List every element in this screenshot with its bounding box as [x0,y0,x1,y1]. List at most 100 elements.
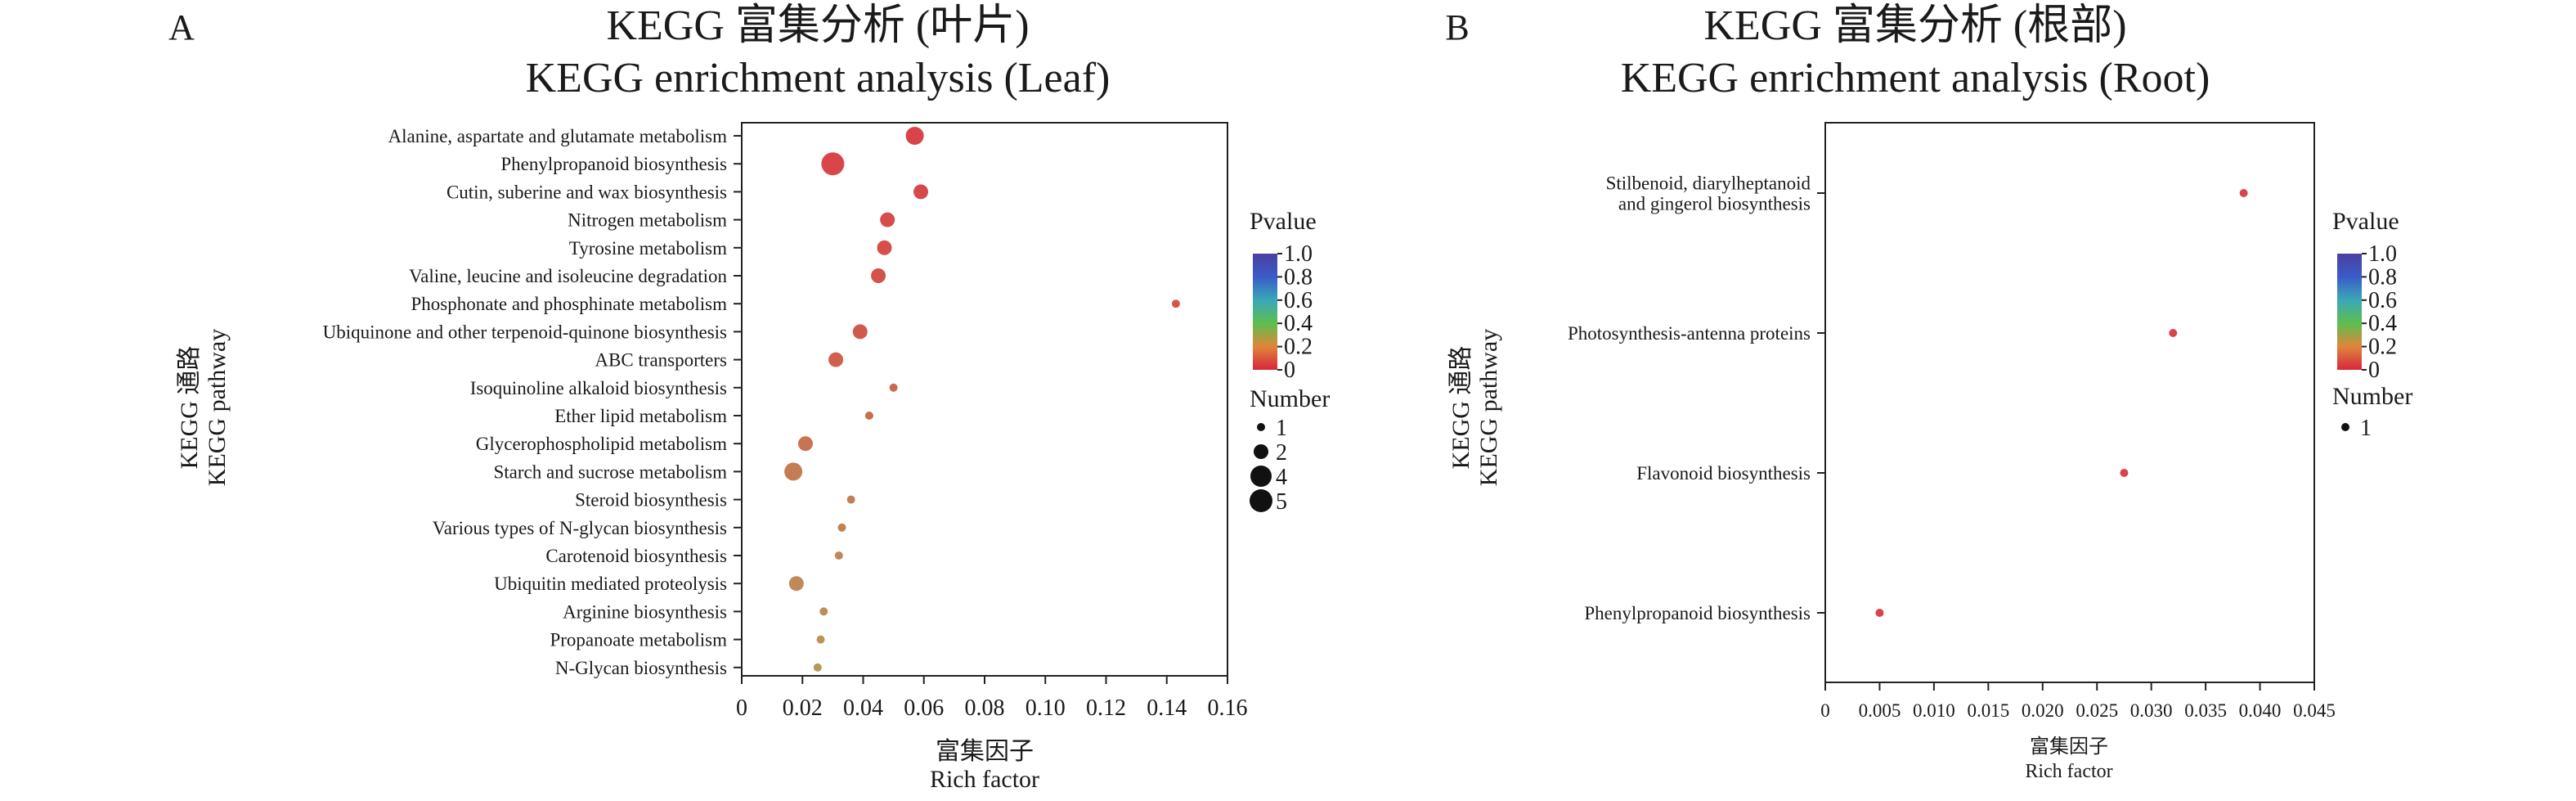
data-point [852,324,868,340]
data-point [905,127,924,145]
y-ticks-b [1817,192,1825,614]
colorbar-tick-label: 1.0 [2368,241,2397,267]
colorbar-tick-label: 0 [2368,358,2380,383]
pvalue-colorbar-ticks: 1.00.80.60.40.20 [1277,241,1313,383]
colorbar-tick-label: 0.2 [2368,335,2397,360]
y-tick-label: Various types of N-glycan biosynthesis [433,518,727,538]
y-tick-label: ABC transporters [595,350,727,371]
x-ticks-a [741,676,1228,684]
data-point [871,268,886,283]
y-tick-label: Tyrosine metabolism [569,238,727,259]
x-tick-label: 0.04 [843,695,883,721]
data-point [784,462,803,481]
x-tick-label: 0.025 [2076,700,2118,721]
panel-letter-a: A [168,7,195,47]
colorbar-tick-label: 0.6 [1284,288,1313,313]
data-point [816,635,825,644]
data-point [877,240,892,255]
data-point [1171,299,1180,308]
x-tick-labels-a: 0 0.02 0.04 0.06 0.08 0.10 0.12 0.14 0.16 [736,695,1248,721]
colorbar-tick-label: 1.0 [1284,241,1313,267]
data-point [828,352,844,367]
colorbar-tick-label: 0.6 [2368,288,2397,313]
data-point [913,184,929,200]
y-tick-label: Phenylpropanoid biosynthesis [1584,603,1811,623]
y-tick-label: Phosphonate and phosphinate metabolism [411,294,728,314]
legend-pvalue-title: Pvalue [2332,208,2399,235]
size-legend-label: 5 [1276,489,1287,515]
x-tick-label: 0 [736,695,747,721]
chart-title-en: KEGG enrichment analysis (Leaf) [526,55,1111,101]
y-axis-label-cn: KEGG 通路 [1447,346,1474,470]
x-tick-label: 0.005 [1859,700,1901,721]
colorbar-tick-label: 0.8 [2368,264,2397,290]
size-legend-dot [1254,444,1268,459]
y-tick-labels-b: Stilbenoid, diarylheptanoid and gingerol … [1568,173,1811,623]
y-tick-label: Valine, leucine and isoleucine degradati… [409,266,727,286]
x-tick-label: 0.16 [1208,695,1248,721]
legend-pvalue-title: Pvalue [1250,208,1317,235]
x-tick-label: 0.040 [2239,700,2282,721]
x-tick-label: 0.08 [965,695,1005,721]
y-tick-label: Carotenoid biosynthesis [545,546,727,566]
x-ticks-b [1824,682,2315,691]
data-points-b [1875,189,2248,617]
size-legend-dot [1257,423,1265,431]
y-tick-label: Ether lipid metabolism [554,406,727,426]
plot-area-b [1824,122,2315,683]
number-size-legend: 1 [2341,416,2372,441]
data-point [837,523,846,532]
data-point [880,212,895,227]
x-tick-label: 0.045 [2293,700,2336,721]
chart-title-en: KEGG enrichment analysis (Root) [1621,55,2210,101]
panel-letter-b: B [1445,7,1469,47]
legend-number-title: Number [2332,383,2412,410]
x-tick-label: 0.020 [2022,700,2064,721]
pvalue-colorbar [2337,254,2362,370]
y-tick-label: Isoquinoline alkaloid biosynthesis [470,378,727,398]
y-tick-label: N-Glycan biosynthesis [555,658,727,678]
y-tick-label: Glycerophospholipid metabolism [476,434,727,454]
y-tick-label: Phenylpropanoid biosynthesis [500,154,727,174]
chart-title-cn: KEGG 富集分析 (根部) [1703,2,2126,49]
size-legend-dot [1250,489,1272,512]
plot-area-a [741,122,1228,677]
data-point [846,495,855,504]
data-point [2239,189,2248,197]
legend-number-title: Number [1250,385,1330,412]
colorbar-tick-label: 0.2 [1284,335,1313,360]
x-axis-label-en: Rich factor [2025,761,2112,782]
colorbar-tick-label: 0.4 [1284,311,1313,336]
x-tick-label: 0.10 [1025,695,1066,721]
size-legend-label: 1 [2360,416,2372,441]
y-tick-label: Cutin, suberine and wax biosynthesis [447,182,727,202]
x-tick-label: 0.14 [1147,695,1187,721]
data-point [2169,329,2178,337]
colorbar-tick-label: 0 [1284,358,1295,383]
data-point [2120,469,2129,477]
x-tick-label: 0.030 [2130,700,2173,721]
x-tick-label: 0.010 [1913,700,1955,721]
y-tick-label: Photosynthesis-antenna proteins [1568,323,1811,344]
data-point [834,551,843,560]
x-tick-labels-b: 0 0.005 0.010 0.015 0.020 0.025 0.030 0.035 0.04… [1820,700,2336,721]
y-tick-label: Starch and sucrose metabolism [493,461,727,482]
x-tick-label: 0 [1820,700,1830,721]
y-tick-label: Flavonoid biosynthesis [1636,463,1811,484]
chart-title-cn: KEGG 富集分析 (叶片) [606,2,1029,49]
panel-b: B KEGG 富集分析 (根部) KEGG enrichment analysi… [1445,2,2412,782]
x-tick-label: 0.015 [1967,700,2009,721]
y-tick-label: Alanine, aspartate and glutamate metabol… [388,126,728,146]
x-axis-label-cn: 富集因子 [2030,736,2108,758]
size-legend-label: 4 [1276,465,1287,490]
size-legend-dot [2341,423,2349,431]
x-tick-label: 0.035 [2184,700,2227,721]
y-axis-label-en: KEGG pathway [1475,329,1502,486]
data-point [819,607,828,616]
data-point [889,383,898,392]
x-tick-label: 0.06 [904,695,944,721]
data-point [864,412,873,420]
data-point [821,152,845,176]
